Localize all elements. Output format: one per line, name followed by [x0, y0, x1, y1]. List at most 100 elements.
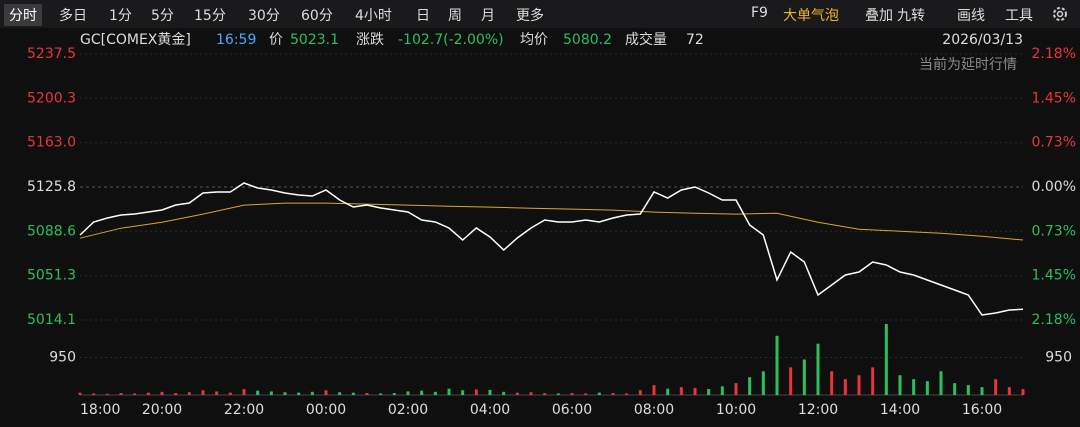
volume-bar: [242, 389, 246, 395]
volume-bar: [105, 393, 109, 395]
x-tick-label: 16:00: [962, 402, 1002, 418]
time: 16:59: [216, 32, 256, 48]
average-line: [79, 202, 1024, 241]
volume-bar: [693, 387, 697, 395]
x-tick-label: 14:00: [880, 402, 920, 418]
volume-bar: [761, 371, 765, 395]
tab[interactable]: 分时: [4, 4, 42, 26]
tab[interactable]: F9: [751, 5, 768, 21]
tab[interactable]: 叠加: [865, 8, 893, 24]
volume-bar: [174, 393, 178, 395]
notice: 当前为延时行情: [919, 56, 1017, 73]
settings-icon[interactable]: [1050, 4, 1070, 24]
tab[interactable]: 大单气泡: [783, 8, 839, 24]
y2-tick-label: 0.73%: [1032, 224, 1076, 240]
volume-bar: [638, 390, 642, 395]
tab[interactable]: 工具: [1005, 8, 1033, 24]
tab[interactable]: 更多: [516, 8, 544, 24]
volume-bar: [679, 387, 683, 395]
y-tick-label: 5200.3: [27, 90, 76, 106]
tab[interactable]: 周: [448, 8, 462, 24]
volume-bar: [515, 392, 519, 395]
x-tick-label: 06:00: [552, 402, 592, 418]
volume-bar: [201, 390, 205, 395]
volume-bar: [338, 392, 342, 395]
y-tick-label: 5163.0: [27, 135, 76, 151]
volume-bar: [980, 387, 984, 395]
y2-tick-label: 2.18%: [1032, 46, 1076, 62]
volume-bar: [734, 383, 738, 395]
x-tick-label: 18:00: [80, 402, 120, 418]
volume-bar: [133, 393, 137, 395]
volume-bar: [474, 389, 478, 395]
volume-bar: [789, 367, 793, 395]
tab[interactable]: 画线: [957, 8, 985, 24]
volume-bar: [597, 392, 601, 395]
tab[interactable]: 30分: [248, 8, 280, 24]
tab[interactable]: 日: [416, 8, 430, 24]
tab[interactable]: 4小时: [355, 8, 392, 24]
volume-bar: [297, 392, 301, 395]
y2-tick-label: 1.45%: [1032, 91, 1076, 107]
volume-bar: [78, 392, 82, 395]
y-tick-label: 5014.1: [27, 312, 76, 328]
volume-bar: [392, 393, 396, 395]
volume-bar: [351, 392, 355, 395]
y-tick-label: 5125.8: [27, 179, 76, 195]
volume-bar: [625, 393, 629, 395]
price-label: 价: [269, 32, 283, 48]
volume-bar: [215, 391, 219, 395]
volume-bar: [502, 391, 506, 395]
volume-bar: [92, 393, 96, 395]
y2-tick-label: 1.45%: [1032, 267, 1076, 283]
tab[interactable]: 九转: [897, 8, 925, 24]
volume-bar: [843, 379, 847, 395]
y2-tick-label: 2.18%: [1032, 312, 1076, 328]
volume-bar: [187, 392, 191, 395]
volume-bar: [966, 385, 970, 395]
tab[interactable]: 多日: [59, 8, 87, 24]
volume-bar: [816, 343, 820, 395]
volume-bar: [433, 391, 437, 395]
volume-bar: [953, 383, 957, 395]
volume-bar: [461, 390, 465, 395]
y2-tick-label: 0.00%: [1032, 179, 1076, 195]
volume-bar: [379, 393, 383, 395]
symbol: GC[COMEX黄金]: [80, 31, 191, 48]
x-tick-label: 00:00: [306, 402, 346, 418]
volume-bar: [406, 391, 410, 395]
y2-tick-label: 0.73%: [1032, 134, 1076, 150]
volume-bar: [556, 393, 560, 395]
volume-label: 成交量: [625, 31, 667, 48]
volume-bar: [939, 371, 943, 395]
volume-bar: [570, 393, 574, 395]
x-tick-label: 20:00: [142, 402, 182, 418]
volume-bar: [707, 389, 711, 395]
volume-bar: [857, 375, 861, 395]
volume-bar: [584, 393, 588, 395]
x-tick-label: 04:00: [470, 402, 510, 418]
tab[interactable]: 60分: [301, 8, 333, 24]
x-tick-label: 08:00: [634, 402, 674, 418]
volume-bar: [256, 390, 260, 395]
x-tick-label: 10:00: [716, 402, 756, 418]
volume-bar: [310, 391, 314, 395]
toolbar: 分时 多日 1分 5分 15分 30分 60分 4小时 日 周 月 更多 F9 大单气泡 叠加 九转 画线 工具: [0, 0, 1080, 28]
volume-bar: [543, 393, 547, 395]
volume-tick-label: 950: [49, 350, 76, 366]
volume-bar: [775, 335, 779, 395]
tab[interactable]: 1分: [109, 8, 132, 24]
tab[interactable]: 月: [481, 8, 495, 24]
tab[interactable]: 5分: [151, 8, 174, 24]
volume-bar: [420, 390, 424, 395]
volume-bar: [283, 392, 287, 395]
change-label: 涨跌: [356, 32, 384, 48]
volume-bar: [228, 392, 232, 395]
tab[interactable]: 15分: [194, 8, 226, 24]
volume-bar: [1007, 387, 1011, 395]
x-tick-label: 22:00: [224, 402, 264, 418]
volume-bar: [269, 391, 273, 395]
volume-bar: [611, 393, 615, 395]
volume-bar: [447, 388, 451, 395]
